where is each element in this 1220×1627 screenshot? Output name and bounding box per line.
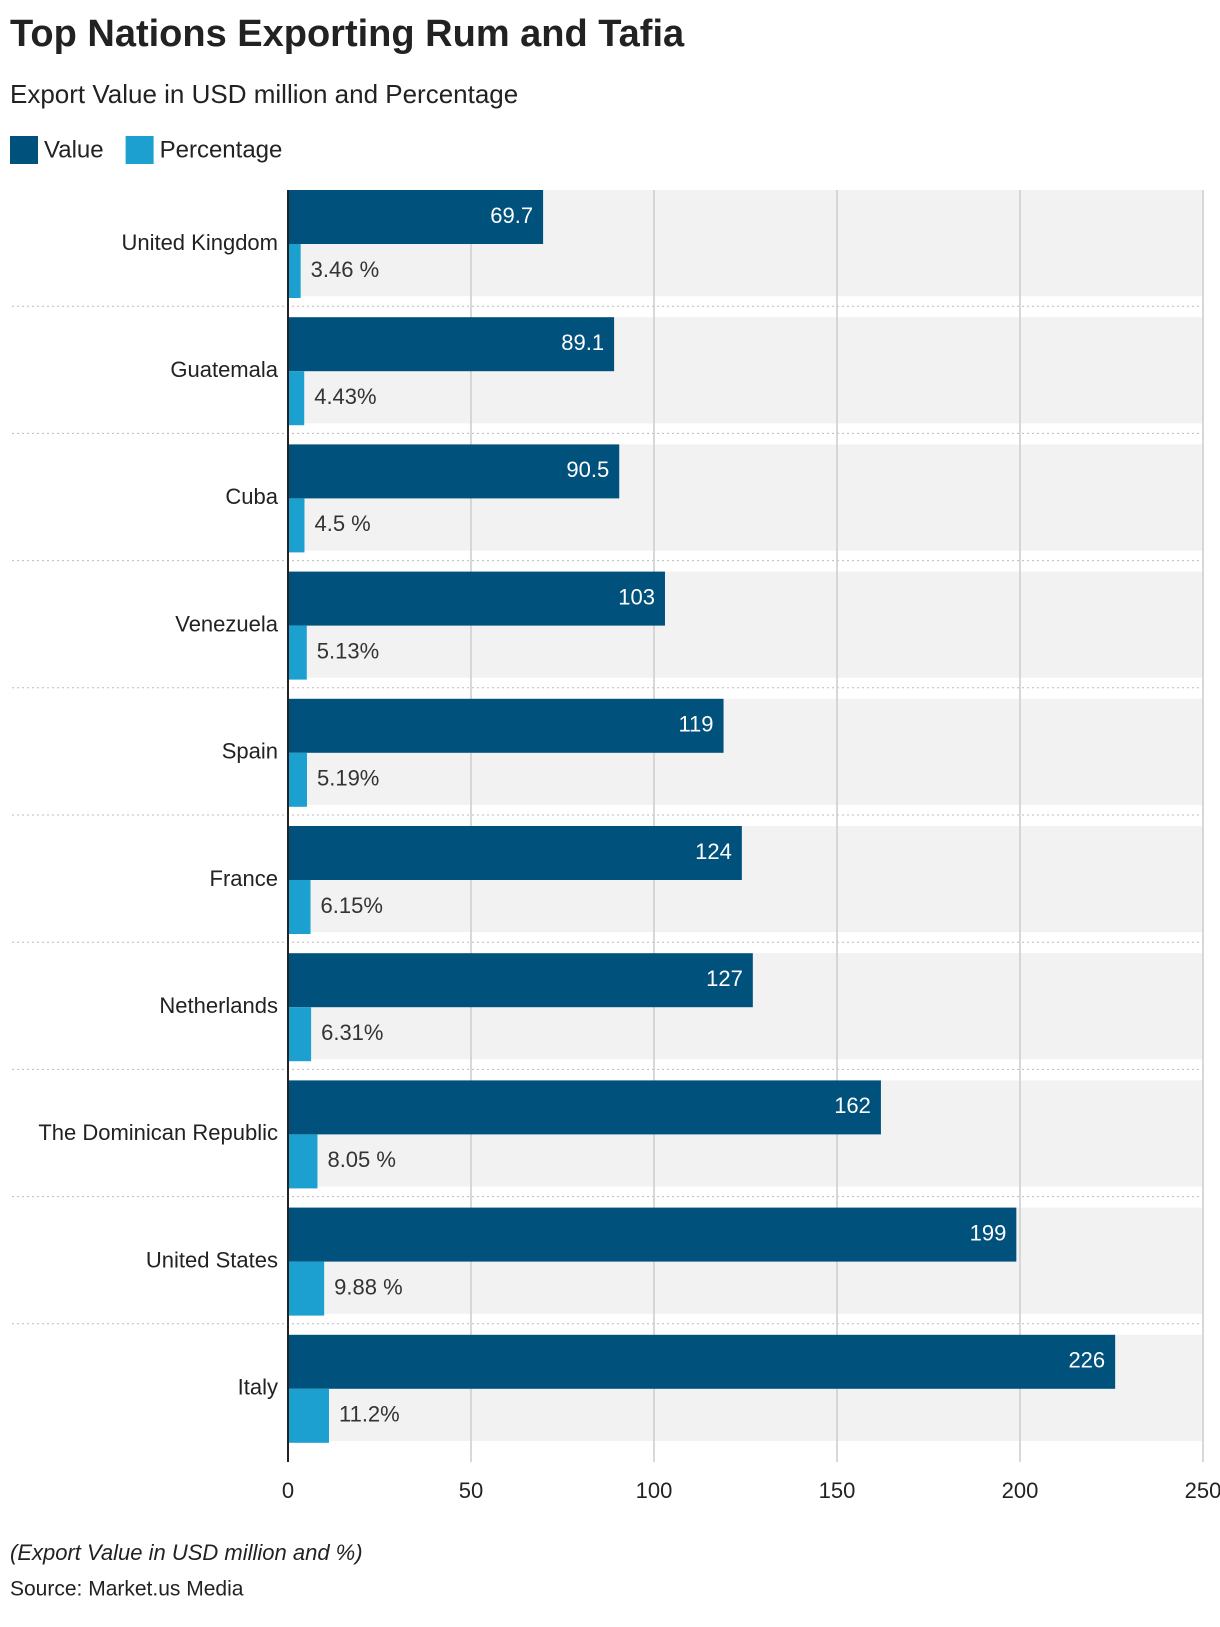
x-tick-label: 50 [459,1478,483,1503]
legend-label: Percentage [160,136,283,163]
data-label: 6.15% [321,893,383,918]
bar [288,244,301,298]
x-tick-label: 0 [282,1478,294,1503]
legend-swatch [10,136,38,164]
bar [288,1334,1116,1389]
y-tick-label: France [210,866,278,891]
bar [288,1207,1017,1262]
bar [288,444,620,499]
y-tick-label: Venezuela [175,611,279,636]
x-tick-label: 100 [636,1478,673,1503]
y-tick-label: Guatemala [170,357,278,382]
bar [288,752,307,807]
data-label: 90.5 [566,457,609,482]
y-tick-label: Cuba [225,484,278,509]
y-tick-label: United Kingdom [121,230,278,255]
x-tick-label: 250 [1185,1478,1220,1503]
legend-label: Value [44,136,104,163]
data-label: 103 [618,584,655,609]
data-label: 4.43% [314,384,376,409]
data-label: 89.1 [561,330,604,355]
source: Source: Market.us Media [10,1578,244,1601]
data-label: 8.05 % [327,1147,396,1172]
legend-swatch [125,136,154,164]
data-label: 11.2% [339,1402,400,1427]
bar [288,317,615,372]
x-tick-label: 150 [819,1478,856,1503]
bar [288,498,305,553]
data-label: 6.31% [321,1020,383,1045]
x-tick-label: 200 [1002,1478,1039,1503]
y-tick-label: United States [146,1247,278,1272]
bar [288,1388,329,1443]
data-label: 124 [695,839,732,864]
data-label: 162 [834,1093,871,1118]
bar [288,953,753,1008]
bar [288,190,544,244]
bar [288,826,742,880]
y-tick-label: Italy [238,1375,278,1400]
data-label: 3.46 % [311,257,380,282]
bar [288,1080,881,1135]
data-label: 5.13% [317,638,379,663]
bar [288,1134,318,1189]
data-label: 9.88 % [334,1274,403,1299]
data-label: 199 [970,1220,1007,1245]
bar [288,1261,325,1316]
y-tick-label: Spain [222,739,278,764]
data-label: 69.7 [490,203,533,228]
chart-title: Top Nations Exporting Rum and Tafia [10,13,685,55]
data-label: 226 [1068,1348,1105,1373]
bar [288,880,311,934]
data-label: 119 [678,712,713,737]
bar [288,625,307,680]
data-label: 127 [706,966,743,991]
chart-subtitle: Export Value in USD million and Percenta… [10,79,518,109]
bar [288,571,665,626]
bar [288,1007,312,1062]
y-tick-label: Netherlands [159,993,278,1018]
bar [288,371,305,426]
bar [288,698,724,753]
data-label: 5.19% [317,766,379,791]
note: (Export Value in USD million and %) [10,1540,363,1565]
data-label: 4.5 % [314,511,370,536]
y-tick-label: The Dominican Republic [38,1120,278,1145]
